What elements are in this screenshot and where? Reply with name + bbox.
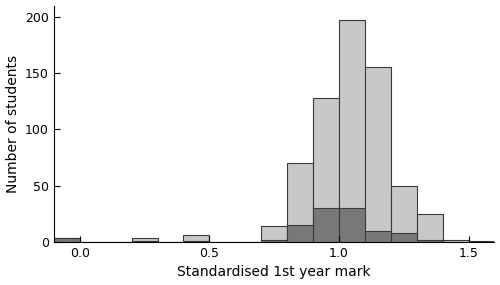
Bar bbox=[261, 226, 287, 242]
Bar bbox=[391, 233, 416, 242]
Bar bbox=[313, 208, 339, 242]
Bar bbox=[132, 237, 158, 242]
Y-axis label: Number of students: Number of students bbox=[6, 55, 20, 193]
Bar bbox=[365, 231, 391, 242]
Bar bbox=[184, 235, 210, 242]
Bar bbox=[365, 68, 391, 242]
Bar bbox=[416, 214, 442, 242]
Bar bbox=[339, 208, 365, 242]
Bar bbox=[313, 98, 339, 242]
Bar bbox=[287, 163, 313, 242]
Bar bbox=[184, 241, 210, 242]
Bar bbox=[442, 240, 468, 242]
Bar bbox=[287, 225, 313, 242]
Bar bbox=[391, 186, 416, 242]
Bar bbox=[468, 241, 494, 242]
Bar bbox=[132, 241, 158, 242]
Bar bbox=[261, 240, 287, 242]
X-axis label: Standardised 1st year mark: Standardised 1st year mark bbox=[178, 265, 371, 280]
Bar bbox=[54, 237, 80, 242]
Bar bbox=[54, 237, 80, 242]
Bar bbox=[416, 240, 442, 242]
Bar bbox=[339, 20, 365, 242]
